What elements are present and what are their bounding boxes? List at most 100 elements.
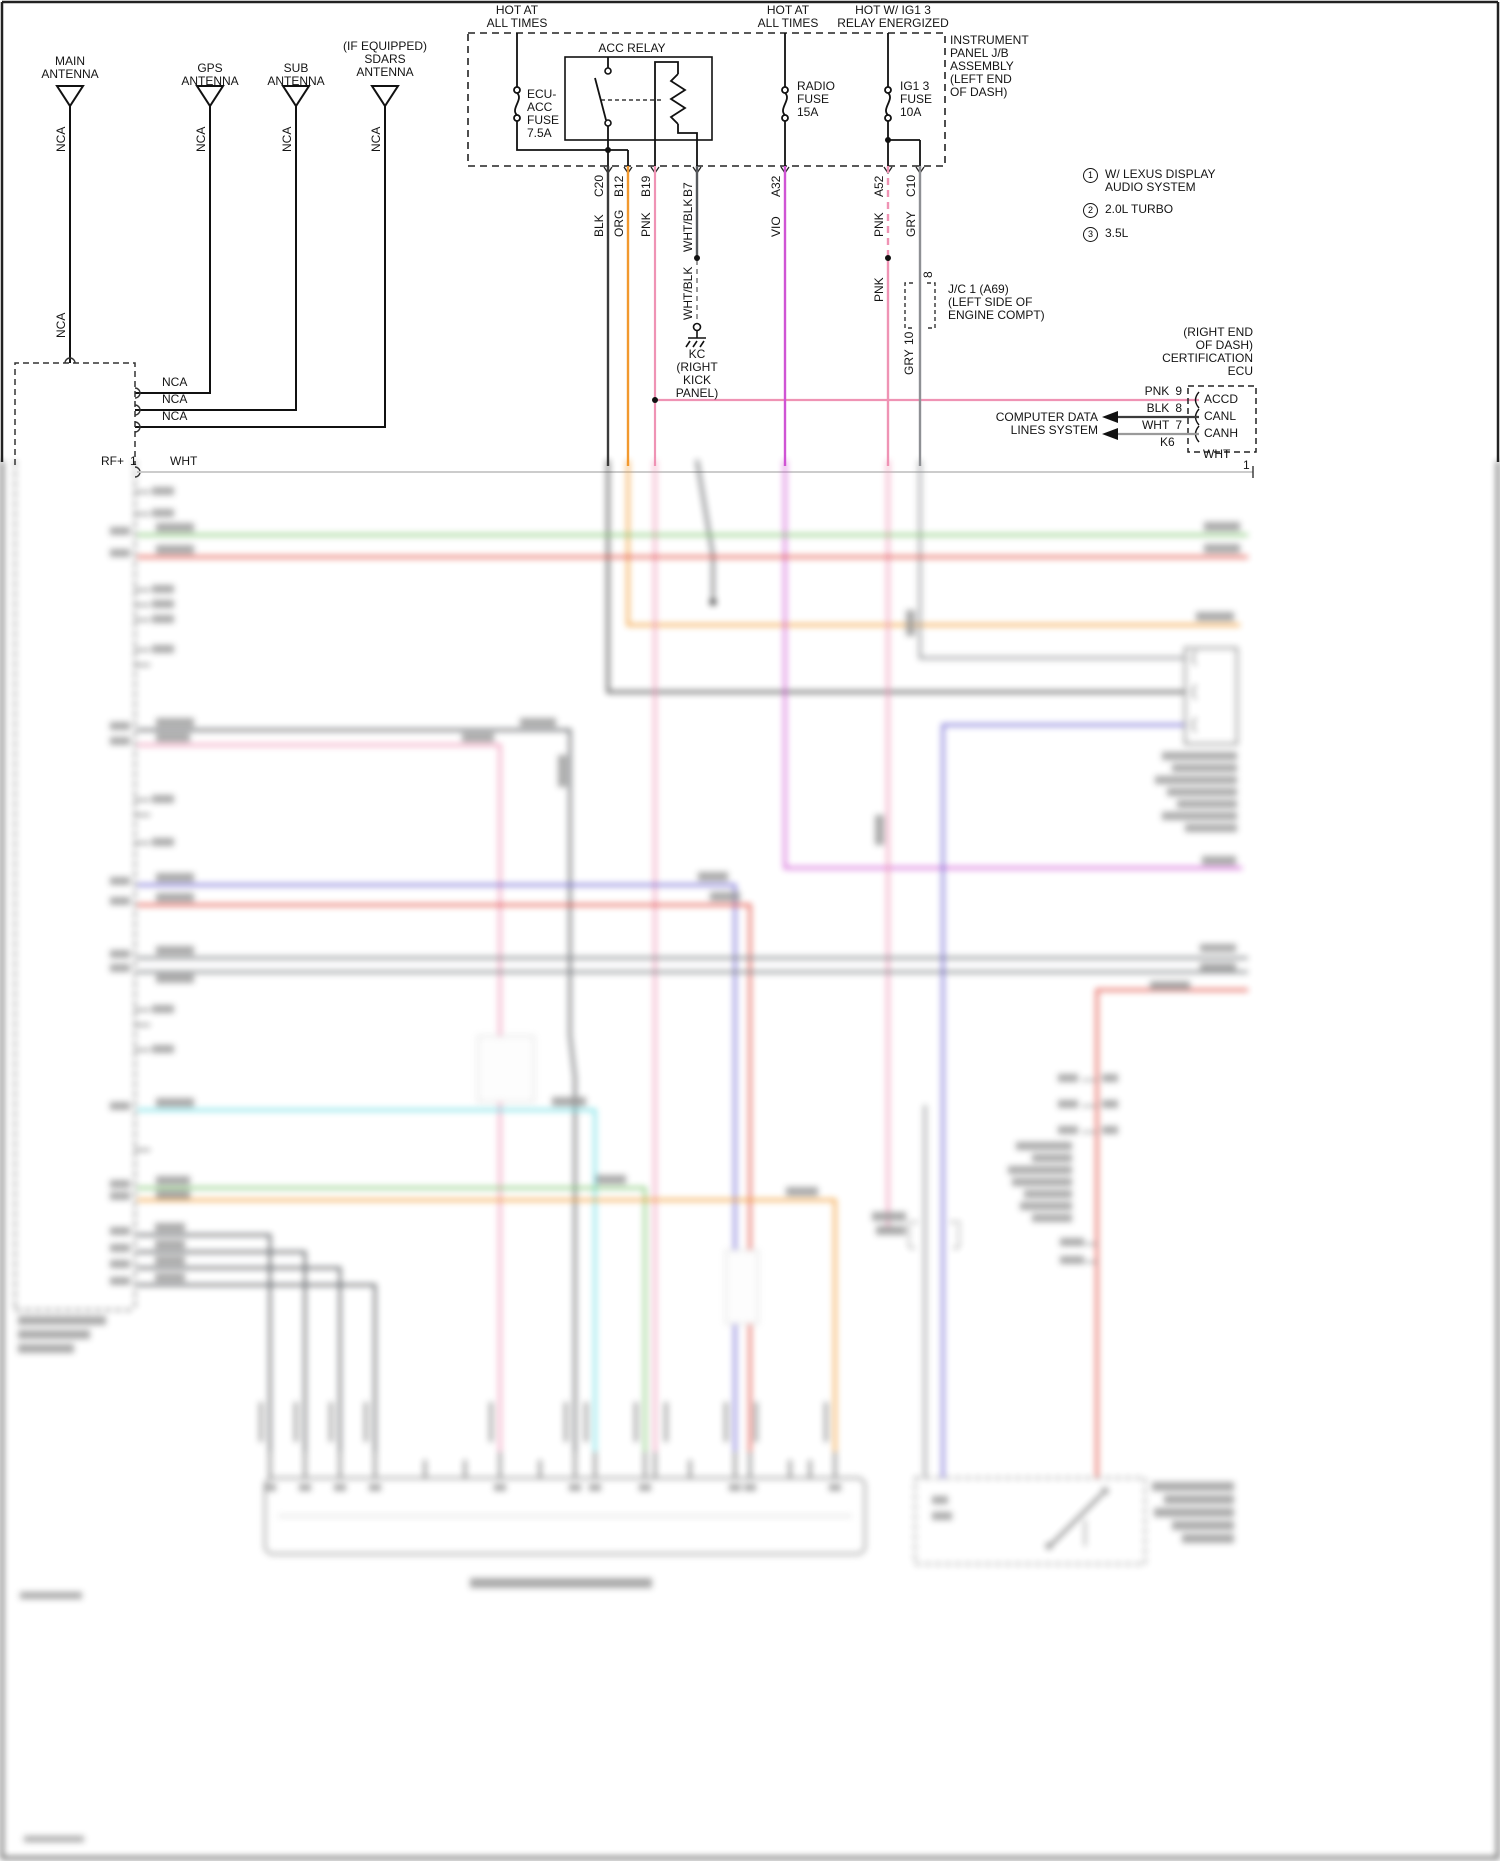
wire-blu-2	[941, 723, 1185, 1478]
receiver-box-bottom	[14, 461, 136, 1311]
wirecolor-blk: BLK	[592, 214, 606, 237]
wire-org-run	[626, 460, 1240, 627]
cert-ecu-wire-1: PNK 9	[1145, 385, 1182, 398]
label-patches	[477, 1035, 759, 1325]
wirecolor-gry-2: GRY	[902, 349, 916, 375]
wire-gry-g1	[137, 1233, 272, 1452]
cert-ecu-box	[1102, 385, 1257, 453]
wire-gry-run	[918, 460, 1185, 660]
receiver-rf-wire-color: WHT	[170, 454, 198, 468]
jc1-connector	[904, 282, 936, 329]
wirecolor-pnk-2: PNK	[872, 277, 886, 302]
cert-ecu-pin-accd: ACCD	[1204, 392, 1239, 406]
jc1-pin-bottom: 10	[902, 331, 916, 345]
bottom-right-box	[914, 1477, 1146, 1565]
page-right-num: 1	[1243, 458, 1250, 472]
wire-red-3	[1095, 988, 1248, 1478]
sdars-antenna-icon	[370, 85, 400, 108]
main-antenna-label: MAIN ANTENNA	[41, 54, 99, 81]
page-border	[0, 0, 1500, 462]
page-border-bottom	[0, 461, 1500, 1860]
fuse-ig13-label: IG1 3 FUSE 10A	[900, 79, 933, 119]
wire-vio-run	[783, 460, 1242, 870]
wires-clear	[137, 166, 1254, 478]
wirecolor-whtblk-2: WHT/BLK	[681, 266, 695, 320]
fuse-ig13-symbol	[884, 86, 921, 166]
jc1-label: J/C 1 (A69) (LEFT SIDE OF ENGINE COMPT)	[948, 282, 1045, 322]
connector-bumps	[64, 357, 141, 478]
wire-red-2	[137, 903, 752, 1452]
wire-gry-g2	[137, 1250, 307, 1452]
legend-mark-3: 3	[1083, 227, 1098, 242]
relay-coil-wires	[654, 61, 698, 166]
wire-whtblk-run	[695, 459, 715, 598]
pin-c20: C20	[592, 174, 606, 197]
cert-wire-color-3: WHT	[1141, 418, 1170, 432]
wirecolor-org: ORG	[612, 209, 626, 237]
fuse-radio-label: RADIO FUSE 15A	[797, 79, 836, 119]
cert-wire-num-1: 9	[1175, 384, 1182, 398]
acc-relay-label: ACC RELAY	[598, 41, 666, 55]
receiver-pin-stubs	[135, 491, 150, 1151]
wire-gry-g3	[137, 1266, 342, 1452]
legend-item-2: 2 2.0L TURBO	[1083, 203, 1173, 218]
ground-symbol-kc	[685, 322, 706, 348]
gps-antenna-lead	[135, 106, 211, 394]
legend-mark-2: 2	[1083, 203, 1098, 218]
sub-antenna-lead	[135, 106, 297, 411]
sdars-antenna-label: (IF EQUIPPED) SDARS ANTENNA	[342, 39, 428, 79]
jb-box	[467, 32, 946, 167]
wire-gry-l1	[137, 728, 577, 1452]
fuses	[513, 33, 921, 166]
legend-text-3: 3.5L	[1105, 226, 1129, 240]
sub-antenna-label: SUB ANTENNA	[267, 61, 325, 88]
legend-item-1: 1 W/ LEXUS DISPLAY AUDIO SYSTEM	[1083, 168, 1215, 194]
legend-text-1: W/ LEXUS DISPLAY AUDIO SYSTEM	[1105, 167, 1216, 194]
junction-dots	[605, 137, 891, 403]
gps-antenna-icon	[195, 85, 225, 108]
legend-item-3: 3 3.5L	[1083, 227, 1128, 242]
feed-hot-all-times-1: HOT AT ALL TIMES	[486, 3, 548, 30]
wirecolor-vio: VIO	[769, 216, 783, 237]
canl-arrow-icon	[1102, 411, 1118, 423]
nca-label-sub: NCA	[280, 126, 294, 152]
gps-antenna-label: GPS ANTENNA	[181, 61, 239, 88]
wirecolor-whtblk: WHT/BLK	[681, 198, 695, 252]
legend-text-2: 2.0L TURBO	[1105, 202, 1174, 216]
fuse-radio-symbol	[781, 86, 789, 166]
pin-a52: A52	[872, 175, 886, 197]
wire-blk-run	[606, 460, 1185, 694]
wire-gry-g4	[137, 1283, 377, 1452]
wirecolor-gry: GRY	[904, 211, 918, 237]
wire-pnk-b19	[653, 166, 1199, 466]
pin-b7: B7	[681, 182, 695, 197]
jb-assembly-label: INSTRUMENT PANEL J/B ASSEMBLY (LEFT END …	[950, 33, 1029, 99]
nca-label-gps-2: NCA	[162, 375, 188, 389]
wirecolor-pnk-a52: PNK	[872, 212, 886, 237]
blurred-text-blobs	[18, 487, 1240, 1842]
mid-right-box	[1184, 647, 1238, 745]
sub-antenna-icon	[281, 85, 311, 108]
antenna-symbols	[55, 85, 400, 428]
cert-wire-num-3: 7	[1175, 418, 1182, 432]
fuse-ecu-acc-label: ECU- ACC FUSE 7.5A	[527, 87, 560, 140]
sdars-antenna-lead	[135, 106, 386, 428]
cert-ecu-title: (RIGHT END OF DASH) CERTIFICATION ECU	[1162, 325, 1253, 378]
cert-wire-num-2: 8	[1175, 401, 1182, 415]
bottom-connector	[263, 1452, 867, 1556]
nca-label-sdars-2: NCA	[162, 409, 188, 423]
main-antenna-icon	[55, 85, 85, 108]
legend-mark-1: 1	[1083, 168, 1098, 183]
wire-grn-2	[137, 1186, 647, 1452]
wire-pnk-l1	[137, 743, 502, 1452]
cert-ecu-connector-id: K6	[1160, 435, 1175, 449]
pin-c10: C10	[904, 174, 918, 197]
red-wire-stubs	[1082, 1079, 1097, 1263]
pin-b19: B19	[639, 175, 653, 197]
cert-ecu-pin-canh: CANH	[1204, 426, 1239, 440]
cert-wire-color-1: PNK	[1144, 384, 1170, 398]
receiver-rf-num: 1	[130, 454, 137, 468]
cert-ecu-wire-3: WHT 7	[1142, 419, 1182, 432]
